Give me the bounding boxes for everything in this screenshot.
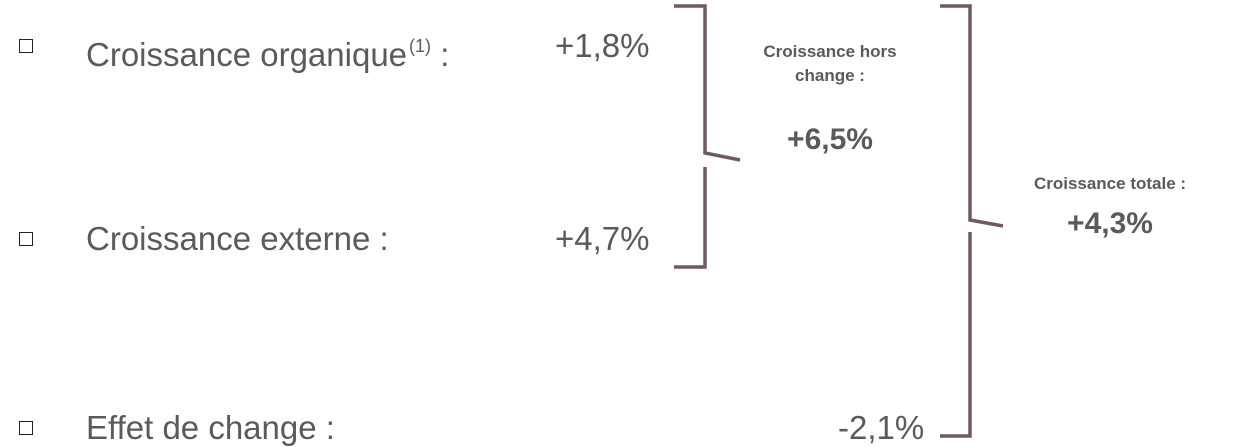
item-value-external: +4,7% [555,220,650,257]
group-hors-change-title-line1: Croissance hors [763,42,897,61]
group-hors-change-value: +6,5% [787,123,873,156]
item-label-organic: Croissance organique (1) : [86,27,449,74]
group-totale-title: Croissance totale : [1033,174,1187,193]
item-label-external: Croissance externe : [86,220,389,257]
group-hors-change-title-line2: change : [795,66,865,85]
group-totale-value: +4,3% [1067,207,1153,240]
group-hors-change-title: Croissance hors change : [720,40,940,88]
item-label-text: Croissance organique [86,36,408,73]
item-label-colon: : [431,36,450,73]
item-value-organic: +1,8% [555,27,650,64]
item-value-fx: -2,1% [838,409,925,446]
checkbox-square-icon [19,232,33,246]
item-label-fx: Effet de change : [86,409,335,446]
bracket-totale [940,4,1004,438]
footnote-marker: (1) [409,36,432,56]
checkbox-square-icon [19,421,33,435]
bracket-hors-change [674,4,741,269]
checkbox-square-icon [19,39,33,53]
